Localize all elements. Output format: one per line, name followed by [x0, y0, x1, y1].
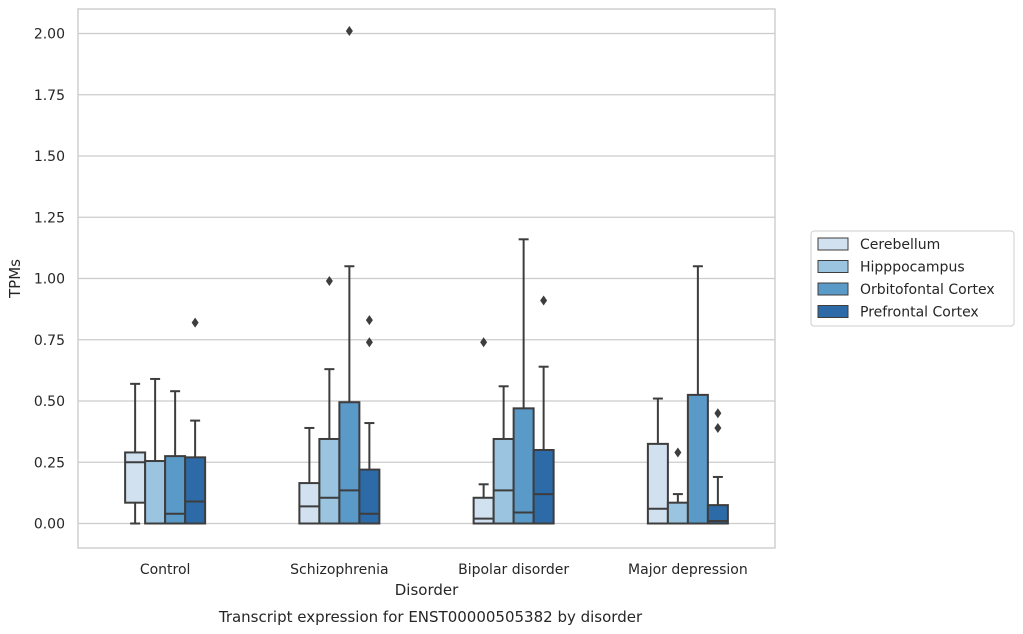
y-tick-label: 1.75 [34, 88, 65, 104]
box-body [532, 449, 555, 525]
x-tick-label: Major depression [628, 562, 748, 578]
outlier-point [540, 295, 548, 306]
outlier-point [714, 408, 722, 419]
box-cerebellum [646, 397, 669, 525]
y-tick-label: 0.75 [34, 333, 65, 349]
box-prefrontal-cortex [706, 408, 729, 525]
x-axis-ticks: Control Schizophrenia Bipolar disorder Majo… [140, 562, 748, 578]
outlier-point [674, 447, 682, 458]
legend-swatch [817, 305, 849, 318]
outlier-point [325, 275, 333, 286]
box-cerebellum [124, 382, 147, 525]
y-axis-ticks: 0.00 0.25 0.50 0.75 1.00 1.25 1.50 1.75 2.00 [34, 27, 65, 533]
y-axis-label: TPMs [6, 259, 24, 299]
plot-frame [77, 8, 776, 549]
y-tick-label: 0.50 [34, 394, 65, 410]
legend-frame [810, 230, 1015, 327]
box-body [298, 482, 321, 525]
box-plots [124, 26, 729, 525]
legend-swatch [817, 237, 849, 251]
legend-label: Hipppocampus [860, 260, 965, 276]
chart-title: Transcript expression for ENST0000050538… [218, 608, 643, 626]
x-axis-label: Disorder [395, 581, 459, 599]
grid-lines [78, 32, 775, 525]
box-orbitofontal-cortex [512, 238, 535, 525]
x-tick-label: Bipolar disorder [458, 562, 569, 578]
box-hipppocampus [666, 447, 689, 525]
box-body [706, 504, 729, 525]
box-body [358, 468, 381, 525]
box-body [666, 501, 689, 525]
legend-swatch [817, 282, 849, 296]
y-tick-label: 0.00 [34, 517, 65, 533]
box-cerebellum [298, 426, 321, 525]
outlier-point [365, 337, 373, 348]
outlier-point [191, 317, 199, 328]
y-tick-label: 1.25 [34, 210, 65, 226]
y-tick-label: 0.25 [34, 455, 65, 471]
box-body [686, 393, 709, 525]
legend: Cerebellum Hipppocampus Orbitofontal Corte… [810, 230, 1015, 327]
box-body [646, 442, 669, 525]
box-body [338, 401, 361, 525]
outlier-point [714, 422, 722, 433]
box-cerebellum [472, 337, 495, 525]
y-tick-label: 2.00 [34, 27, 65, 43]
box-prefrontal-cortex [184, 317, 207, 525]
legend-label: Prefrontal Cortex [860, 305, 979, 321]
box-orbitofontal-cortex [686, 265, 709, 525]
legend-label: Cerebellum [860, 237, 940, 253]
outlier-point [365, 315, 373, 326]
x-tick-label: Control [140, 562, 191, 578]
box-orbitofontal-cortex [338, 26, 361, 525]
x-tick-label: Schizophrenia [290, 562, 388, 578]
box-hipppocampus [492, 385, 515, 525]
box-body [124, 451, 147, 504]
box-prefrontal-cortex [358, 315, 381, 525]
box-body [184, 456, 207, 525]
legend-label: Orbitofontal Cortex [860, 282, 995, 298]
box-body [512, 407, 535, 525]
outlier-point [345, 26, 353, 37]
box-body [318, 437, 341, 525]
y-tick-label: 1.50 [34, 149, 65, 165]
box-prefrontal-cortex [532, 295, 555, 525]
box-body [472, 496, 495, 525]
box-body [144, 460, 167, 525]
box-hipppocampus [144, 377, 167, 525]
outlier-point [480, 337, 488, 348]
y-tick-label: 1.00 [34, 272, 65, 288]
box-body [492, 437, 515, 525]
legend-swatch [817, 260, 849, 273]
box-orbitofontal-cortex [164, 390, 187, 525]
box-hipppocampus [318, 275, 341, 525]
